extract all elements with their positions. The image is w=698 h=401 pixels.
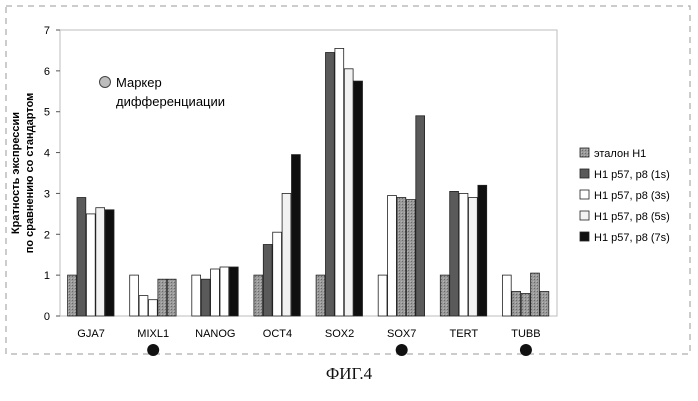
bar-nanog-series-4 [229,267,238,316]
legend: эталон H1 H1 p57, p8 (1s) H1 p57, p8 (3s) H… [580,148,670,244]
bar-oct4-series-2 [273,232,282,316]
bar-sox2-series-4 [354,81,363,316]
x-tick-label: GJA7 [77,328,105,340]
bar-gja7-series-3 [96,208,105,316]
bar-sox2-series-3 [344,69,353,316]
bar-sox2-series-1 [326,53,335,317]
bar-tubb-series-0 [502,275,511,316]
legend-label: H1 p57, p8 (3s) [594,190,670,202]
bar-tubb-series-1 [512,292,521,317]
legend-label: H1 p57, p8 (5s) [594,211,670,223]
y-axis: 0 1 2 3 4 5 6 7 [44,25,60,323]
legend-label: H1 p57, p8 (1s) [594,169,670,181]
figure-caption: ФИГ.4 [0,364,698,384]
bar-oct4-series-3 [282,193,291,316]
bar-tert-series-3 [469,198,478,317]
y-axis-title-line-1: Кратность экспрессии [10,112,22,234]
differentiation-dot-sox7 [396,344,408,356]
x-axis-labels: GJA7 MIXL1 NANOG OCT4 SOX2 SOX7 TERT TUBB [77,328,540,340]
bar-oct4-series-0 [254,275,263,316]
bar-tert-series-4 [478,185,487,316]
bar-nanog-series-1 [201,279,210,316]
y-tick-label: 4 [44,148,50,160]
bar-nanog-series-0 [192,275,201,316]
bar-sox2-series-2 [335,48,344,316]
differentiation-dot-mixl1 [147,344,159,356]
x-tick-label: NANOG [195,328,235,340]
marker-annotation-line-1: Маркер [116,75,162,90]
y-tick-label: 6 [44,66,50,78]
bar-oct4-series-1 [263,245,272,317]
bar-sox7-series-2 [397,198,406,317]
bar-gja7-series-4 [105,210,114,316]
x-tick-label: OCT4 [263,328,292,340]
bar-mixl1-series-4 [167,279,176,316]
bar-sox2-series-0 [316,275,325,316]
bar-tubb-series-4 [540,292,549,317]
legend-label: эталон H1 [594,148,646,160]
marker-annotation-dot [100,77,111,88]
x-tick-label: SOX2 [325,328,354,340]
differentiation-dot-tubb [520,344,532,356]
bar-mixl1-series-3 [158,279,167,316]
bar-tert-series-1 [450,191,459,316]
bar-mixl1-series-0 [130,275,139,316]
marker-annotation: Маркер дифференциации [100,75,226,109]
y-tick-label: 3 [44,188,50,200]
y-tick-label: 7 [44,25,50,37]
x-tick-label: TUBB [511,328,540,340]
bar-sox7-series-4 [416,116,425,316]
bar-nanog-series-2 [211,269,220,316]
legend-label: H1 p57, p8 (7s) [594,232,670,244]
bar-gja7-series-1 [77,198,86,317]
y-tick-label: 5 [44,107,50,119]
bar-sox7-series-3 [406,200,415,316]
bar-gja7-series-0 [68,275,77,316]
bar-mixl1-series-1 [139,296,148,316]
y-tick-label: 1 [44,270,50,282]
bar-mixl1-series-2 [149,300,158,316]
x-tick-label: MIXL1 [137,328,169,340]
bar-tubb-series-3 [531,273,540,316]
bar-tert-series-0 [440,275,449,316]
bar-sox7-series-1 [388,196,397,317]
y-tick-label: 2 [44,229,50,241]
bar-tert-series-2 [459,193,468,316]
bar-sox7-series-0 [378,275,387,316]
bar-oct4-series-4 [292,155,301,316]
legend-swatch [580,232,589,241]
legend-swatch [580,148,589,157]
legend-swatch [580,211,589,220]
legend-swatch [580,190,589,199]
bar-gja7-series-2 [86,214,95,316]
y-tick-label: 0 [44,311,50,323]
y-axis-title-line-2: по сравнению со стандартом [24,93,36,254]
legend-swatch [580,169,589,178]
x-tick-label: SOX7 [387,328,416,340]
bar-tubb-series-2 [521,294,530,317]
x-tick-label: TERT [450,328,479,340]
marker-annotation-line-2: дифференциации [116,94,225,109]
bar-nanog-series-3 [220,267,229,316]
